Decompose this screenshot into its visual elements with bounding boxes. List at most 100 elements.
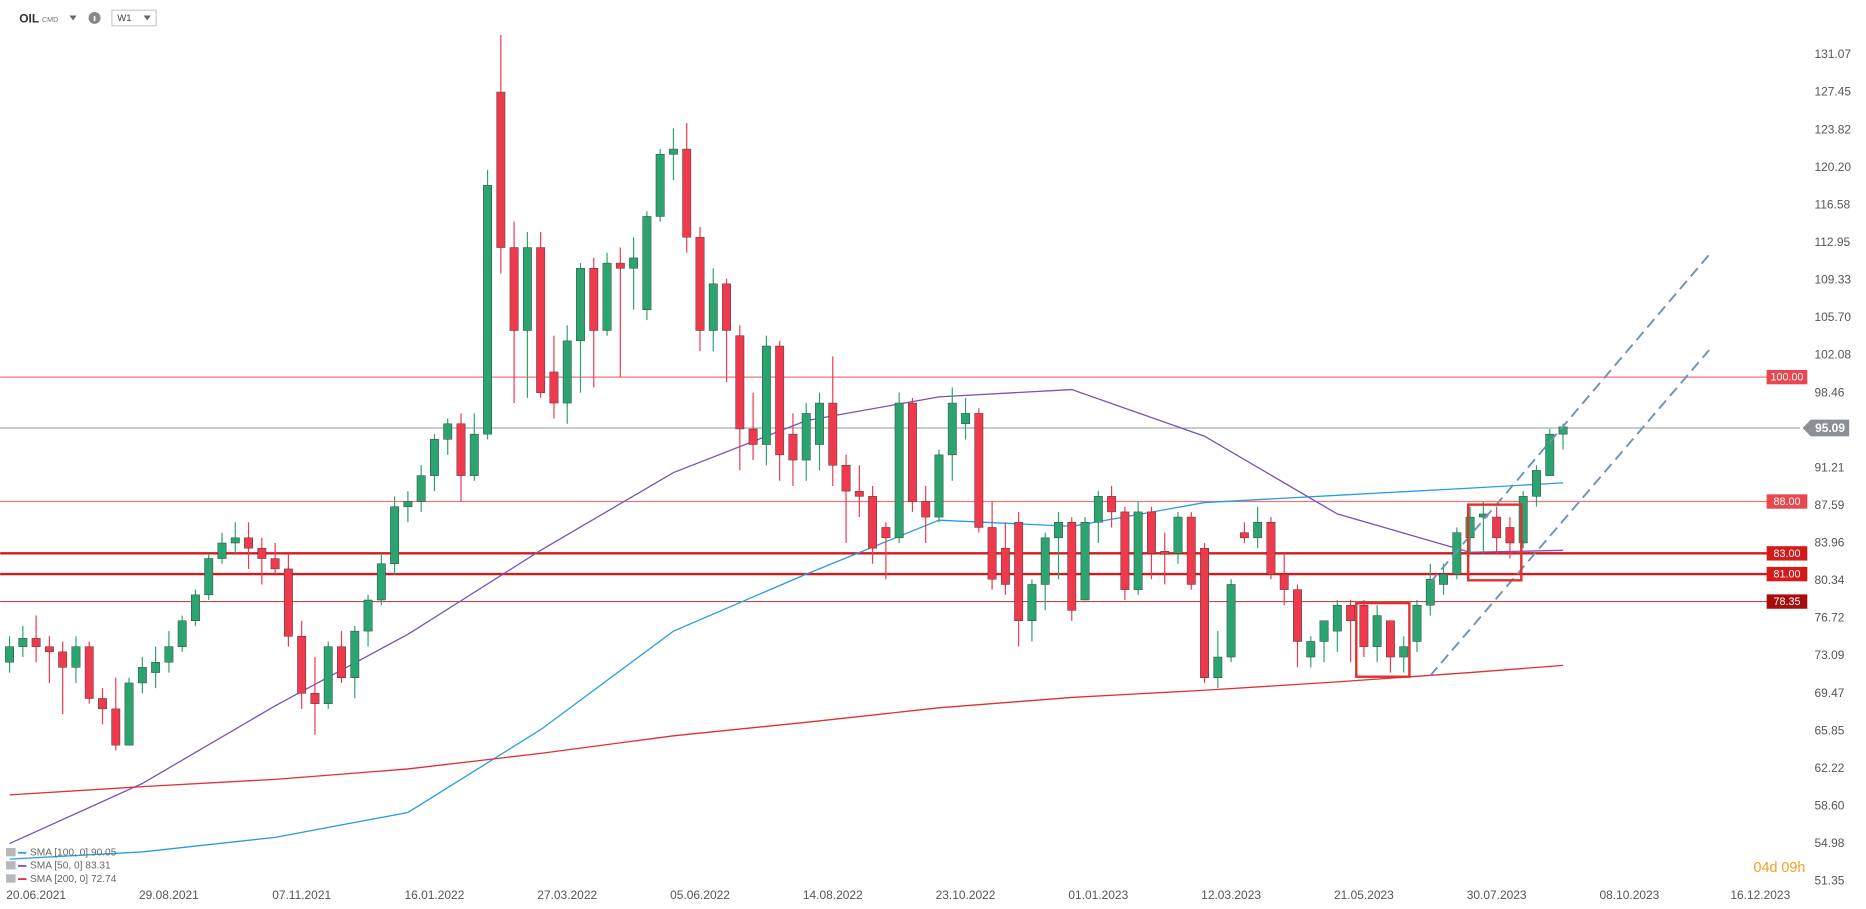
candle-body (894, 402, 904, 539)
candle-body (1120, 511, 1130, 590)
candle-body (868, 496, 878, 549)
candle-body (1319, 620, 1329, 642)
symbol-dropdown[interactable] (69, 15, 77, 21)
candle-body (947, 402, 957, 456)
candle-body (1014, 522, 1024, 621)
symbol[interactable]: OIL (19, 11, 39, 25)
y-tick-label: 58.60 (1814, 798, 1844, 812)
moving-average-line (9, 664, 1564, 796)
x-tick-label: 27.03.2022 (537, 888, 597, 902)
y-tick-label: 91.21 (1814, 460, 1844, 474)
candle-body (1465, 516, 1475, 539)
legend-icon[interactable] (6, 874, 16, 883)
candle-body (297, 636, 307, 694)
candle-body (1412, 604, 1422, 642)
candle-body (217, 542, 227, 559)
x-tick-label: 29.08.2021 (139, 888, 199, 902)
candle-body (1399, 646, 1409, 658)
timeframe-select[interactable] (111, 9, 157, 27)
candle-body (828, 402, 838, 466)
candle-body (363, 599, 373, 632)
level-label-box (1766, 369, 1808, 385)
y-tick-label: 83.96 (1814, 536, 1844, 550)
highlight-box (1355, 601, 1411, 678)
timeframe: W1 (117, 13, 131, 24)
candle-body (390, 506, 400, 564)
candle-body (71, 646, 81, 668)
candle-body (164, 646, 174, 663)
candle-body (270, 558, 280, 570)
x-tick-label: 14.08.2022 (803, 888, 863, 902)
level-label: 83.00 (1774, 548, 1801, 560)
candle-body (58, 651, 68, 668)
candle-body (509, 247, 519, 331)
y-tick-label: 80.34 (1814, 573, 1844, 587)
candle-body (1027, 584, 1037, 621)
y-tick-label: 131.07 (1814, 47, 1851, 61)
candle-body (1306, 641, 1316, 658)
candle-body (1532, 470, 1541, 497)
candle-body (775, 345, 785, 456)
y-tick-label: 116.58 (1814, 197, 1850, 211)
candle-body (788, 433, 798, 461)
legend-label: SMA [100, 0] 90.05 (30, 847, 117, 858)
y-tick-label: 127.45 (1814, 85, 1851, 99)
candle-body (1279, 573, 1289, 590)
candle-body (1000, 547, 1010, 585)
candle-body (1452, 532, 1462, 575)
candle-body (536, 247, 546, 393)
candle-body (177, 620, 187, 647)
legend-label: SMA [200, 0] 72.74 (30, 874, 117, 885)
candle-body (416, 475, 426, 502)
candle-body (1293, 589, 1302, 642)
level-label-box (1766, 594, 1808, 609)
candle-body (562, 340, 572, 404)
x-tick-label: 05.06.2022 (670, 888, 730, 902)
axes: 131.07 127.45 123.82 120.20 116.58 112.95 109.… (6, 47, 1851, 902)
last-price-label-box (1802, 419, 1850, 437)
x-tick-label: 20.06.2021 (6, 888, 66, 902)
candle-body (191, 594, 200, 621)
candle-body (310, 693, 320, 704)
level-label-box (1766, 494, 1808, 509)
candle-body (669, 148, 678, 155)
candle-body (801, 413, 811, 461)
candle-body (1239, 532, 1249, 539)
y-tick-label: 76.72 (1814, 611, 1844, 625)
toolbar: OIL CMD W1 (19, 9, 157, 27)
y-tick-label: 112.95 (1814, 235, 1850, 249)
candle-body (323, 646, 333, 704)
candle-body (934, 454, 944, 518)
candle-body (1359, 604, 1369, 647)
candle-body (602, 262, 612, 331)
x-tick-label: 07.11.2021 (272, 888, 331, 902)
candle-body (682, 148, 692, 238)
candle-body (629, 257, 639, 269)
candle-body (18, 638, 28, 647)
y-tick-label: 65.85 (1814, 723, 1844, 737)
candle-body (881, 527, 891, 539)
candle-body (1439, 573, 1448, 585)
info-glyph (93, 16, 96, 21)
candle-body (1425, 579, 1435, 606)
candle-body (44, 646, 54, 653)
candle-body (695, 236, 705, 331)
y-tick-label: 123.82 (1814, 122, 1851, 136)
plot-area (0, 35, 1801, 860)
y-tick-label: 73.09 (1814, 648, 1844, 662)
y-tick-label: 109.33 (1814, 273, 1851, 287)
candle-body (124, 682, 134, 746)
candle-body (137, 667, 147, 684)
candle-body (31, 638, 41, 647)
candle-body (722, 283, 731, 331)
candle-body (496, 91, 506, 248)
x-tick-label: 30.07.2023 (1467, 888, 1527, 902)
candle-body (1226, 584, 1236, 658)
y-tick-label: 105.70 (1814, 310, 1851, 324)
legend-icon[interactable] (6, 848, 16, 857)
candle-body (337, 646, 346, 678)
candle-body (735, 335, 745, 430)
legend-icon[interactable] (6, 861, 16, 870)
